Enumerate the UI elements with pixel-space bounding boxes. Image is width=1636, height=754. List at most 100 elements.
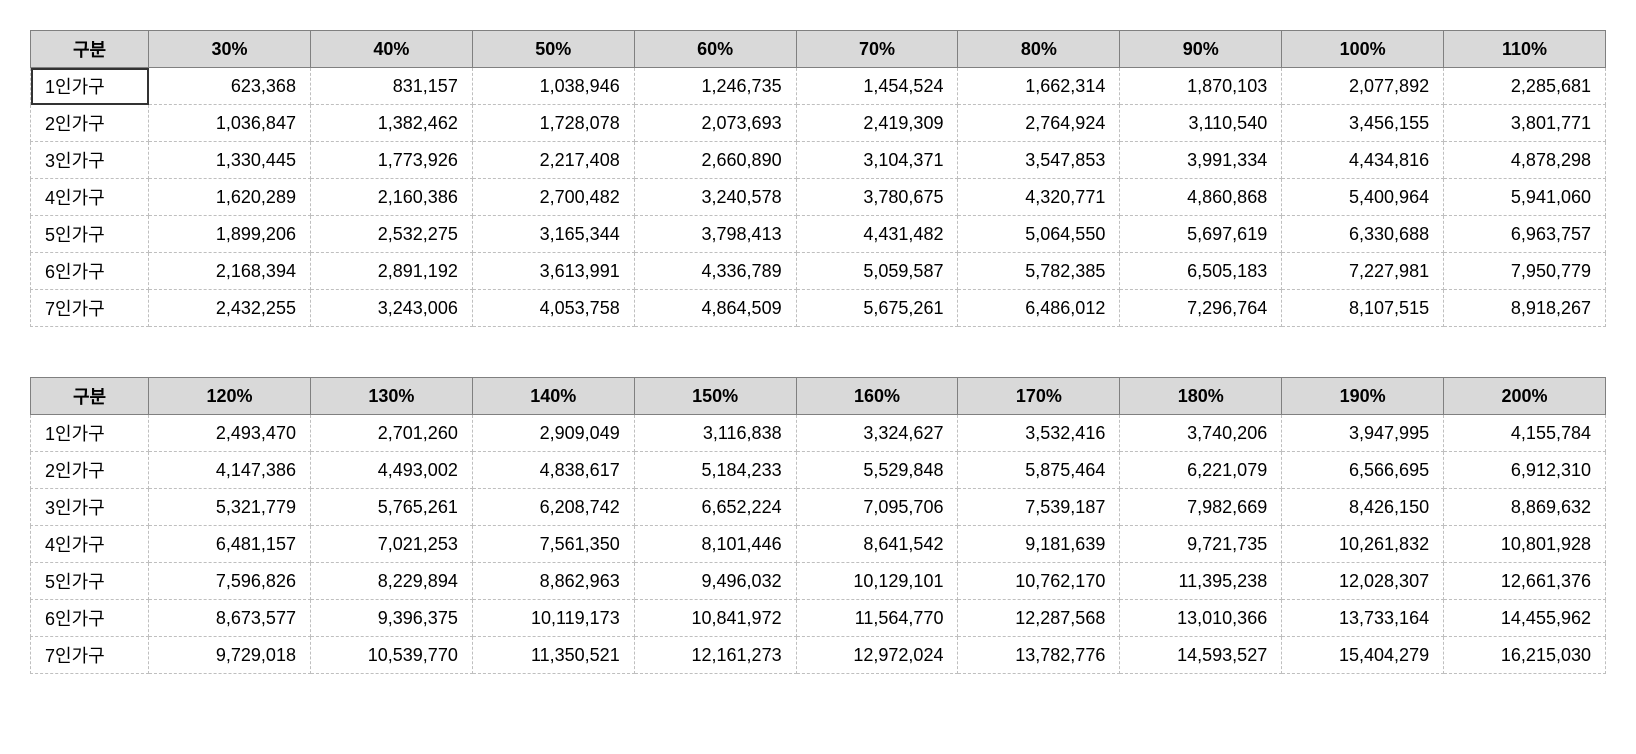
data-cell: 3,532,416 (958, 415, 1120, 452)
table: 구분30%40%50%60%70%80%90%100%110%1인가구623,3… (30, 30, 1606, 327)
data-cell: 3,547,853 (958, 142, 1120, 179)
data-cell: 1,773,926 (310, 142, 472, 179)
row-label: 7인가구 (31, 637, 149, 674)
table-row: 1인가구623,368831,1571,038,9461,246,7351,45… (31, 68, 1606, 105)
row-label: 1인가구 (31, 68, 149, 105)
data-cell: 2,419,309 (796, 105, 958, 142)
data-cell: 9,181,639 (958, 526, 1120, 563)
column-header: 구분 (31, 31, 149, 68)
table-row: 3인가구1,330,4451,773,9262,217,4082,660,890… (31, 142, 1606, 179)
data-cell: 2,493,470 (149, 415, 311, 452)
data-cell: 10,119,173 (472, 600, 634, 637)
column-header: 130% (310, 378, 472, 415)
data-cell: 8,107,515 (1282, 290, 1444, 327)
row-label: 1인가구 (31, 415, 149, 452)
data-cell: 2,701,260 (310, 415, 472, 452)
data-cell: 7,227,981 (1282, 253, 1444, 290)
column-header: 90% (1120, 31, 1282, 68)
data-cell: 3,991,334 (1120, 142, 1282, 179)
data-cell: 4,431,482 (796, 216, 958, 253)
table-row: 6인가구2,168,3942,891,1923,613,9914,336,789… (31, 253, 1606, 290)
data-cell: 1,454,524 (796, 68, 958, 105)
table-row: 2인가구4,147,3864,493,0024,838,6175,184,233… (31, 452, 1606, 489)
column-header: 50% (472, 31, 634, 68)
table-row: 6인가구8,673,5779,396,37510,119,17310,841,9… (31, 600, 1606, 637)
row-label: 3인가구 (31, 489, 149, 526)
data-cell: 5,064,550 (958, 216, 1120, 253)
data-cell: 9,496,032 (634, 563, 796, 600)
data-cell: 4,147,386 (149, 452, 311, 489)
data-cell: 12,661,376 (1444, 563, 1606, 600)
column-header: 110% (1444, 31, 1606, 68)
table-row: 4인가구6,481,1577,021,2537,561,3508,101,446… (31, 526, 1606, 563)
data-cell: 5,782,385 (958, 253, 1120, 290)
row-label: 6인가구 (31, 253, 149, 290)
data-cell: 3,110,540 (1120, 105, 1282, 142)
data-cell: 8,426,150 (1282, 489, 1444, 526)
data-cell: 5,184,233 (634, 452, 796, 489)
column-header: 190% (1282, 378, 1444, 415)
data-cell: 4,320,771 (958, 179, 1120, 216)
tables-container: 구분30%40%50%60%70%80%90%100%110%1인가구623,3… (30, 30, 1606, 674)
data-cell: 10,841,972 (634, 600, 796, 637)
data-cell: 7,982,669 (1120, 489, 1282, 526)
column-header: 60% (634, 31, 796, 68)
data-cell: 4,155,784 (1444, 415, 1606, 452)
data-cell: 11,564,770 (796, 600, 958, 637)
data-cell: 3,801,771 (1444, 105, 1606, 142)
row-label: 7인가구 (31, 290, 149, 327)
data-cell: 15,404,279 (1282, 637, 1444, 674)
data-cell: 2,160,386 (310, 179, 472, 216)
column-header: 40% (310, 31, 472, 68)
data-table-0: 구분30%40%50%60%70%80%90%100%110%1인가구623,3… (30, 30, 1606, 327)
column-header: 구분 (31, 378, 149, 415)
data-cell: 7,596,826 (149, 563, 311, 600)
data-cell: 10,801,928 (1444, 526, 1606, 563)
column-header: 70% (796, 31, 958, 68)
data-cell: 3,240,578 (634, 179, 796, 216)
data-cell: 5,321,779 (149, 489, 311, 526)
data-cell: 3,104,371 (796, 142, 958, 179)
data-cell: 1,728,078 (472, 105, 634, 142)
data-cell: 5,875,464 (958, 452, 1120, 489)
data-cell: 6,912,310 (1444, 452, 1606, 489)
data-cell: 4,838,617 (472, 452, 634, 489)
data-table-1: 구분120%130%140%150%160%170%180%190%200%1인… (30, 377, 1606, 674)
data-cell: 4,434,816 (1282, 142, 1444, 179)
data-cell: 14,455,962 (1444, 600, 1606, 637)
table-row: 3인가구5,321,7795,765,2616,208,7426,652,224… (31, 489, 1606, 526)
column-header: 160% (796, 378, 958, 415)
data-cell: 9,396,375 (310, 600, 472, 637)
data-cell: 6,481,157 (149, 526, 311, 563)
data-cell: 5,675,261 (796, 290, 958, 327)
data-cell: 1,382,462 (310, 105, 472, 142)
data-cell: 10,539,770 (310, 637, 472, 674)
data-cell: 4,878,298 (1444, 142, 1606, 179)
data-cell: 8,641,542 (796, 526, 958, 563)
row-label: 4인가구 (31, 526, 149, 563)
data-cell: 3,947,995 (1282, 415, 1444, 452)
table-header-row: 구분120%130%140%150%160%170%180%190%200% (31, 378, 1606, 415)
data-cell: 14,593,527 (1120, 637, 1282, 674)
data-cell: 6,221,079 (1120, 452, 1282, 489)
data-cell: 6,486,012 (958, 290, 1120, 327)
data-cell: 7,095,706 (796, 489, 958, 526)
row-label: 5인가구 (31, 216, 149, 253)
data-cell: 3,243,006 (310, 290, 472, 327)
row-label: 3인가구 (31, 142, 149, 179)
table: 구분120%130%140%150%160%170%180%190%200%1인… (30, 377, 1606, 674)
data-cell: 2,909,049 (472, 415, 634, 452)
row-label: 5인가구 (31, 563, 149, 600)
data-cell: 8,229,894 (310, 563, 472, 600)
data-cell: 1,036,847 (149, 105, 311, 142)
data-cell: 4,336,789 (634, 253, 796, 290)
table-row: 4인가구1,620,2892,160,3862,700,4823,240,578… (31, 179, 1606, 216)
data-cell: 4,864,509 (634, 290, 796, 327)
data-cell: 2,532,275 (310, 216, 472, 253)
data-cell: 4,053,758 (472, 290, 634, 327)
data-cell: 12,028,307 (1282, 563, 1444, 600)
data-cell: 5,529,848 (796, 452, 958, 489)
data-cell: 6,963,757 (1444, 216, 1606, 253)
data-cell: 3,740,206 (1120, 415, 1282, 452)
data-cell: 3,780,675 (796, 179, 958, 216)
